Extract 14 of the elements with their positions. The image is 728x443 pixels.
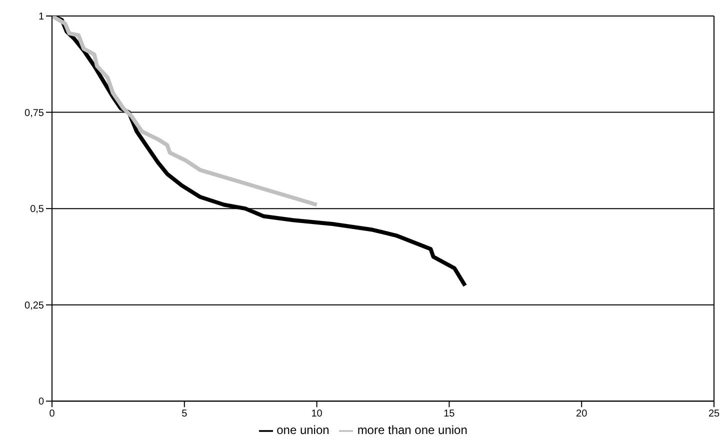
x-tick-label: 25: [708, 408, 720, 420]
line-series: [52, 16, 319, 207]
x-tick-label: 15: [444, 408, 456, 420]
y-tick-label: 1: [38, 12, 44, 23]
x-tick-label: 5: [182, 408, 188, 420]
y-tick-label: 0,5: [30, 204, 44, 216]
x-tick-label: 20: [576, 408, 588, 420]
x-tick-label: 10: [311, 408, 323, 420]
legend-label: more than one union: [357, 423, 468, 438]
y-tick-label: 0,75: [24, 108, 44, 119]
legend-label: one union: [276, 423, 330, 438]
y-tick-label: 0,25: [24, 300, 44, 312]
y-tick-label: 0: [38, 396, 44, 408]
x-tick-label: 0: [49, 408, 56, 420]
